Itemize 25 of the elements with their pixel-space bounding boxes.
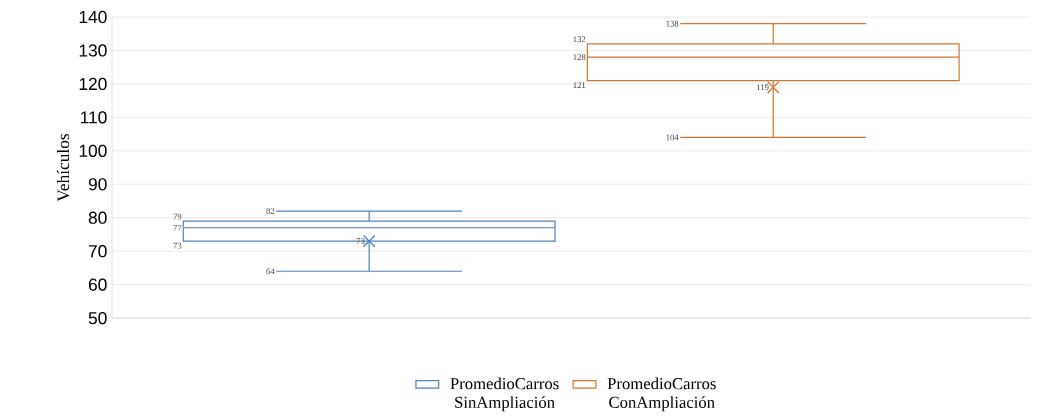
annotation: 138 [666, 20, 679, 27]
annotation: 73 [173, 242, 182, 249]
y-tick-label: 100 [79, 144, 107, 157]
y-tick-label: 110 [81, 111, 107, 124]
y-tick-label: 70 [88, 244, 107, 258]
annotation: 128 [573, 54, 586, 61]
annotation: 79 [173, 213, 182, 220]
y-tick-label: 140 [79, 10, 107, 24]
annotation: 119 [757, 84, 769, 91]
legend-label: PromedioCarros SinAmpliación [450, 377, 559, 412]
annotation: 82 [266, 208, 275, 214]
y-tick-label: 60 [88, 278, 107, 291]
annotation: 73 [356, 238, 365, 244]
legend-label: PromedioCarros ConAmpliación [607, 377, 716, 412]
annotation: 104 [666, 134, 679, 141]
annotation: 132 [573, 36, 586, 43]
y-tick-label: 50 [88, 311, 107, 325]
annotation: 64 [266, 268, 275, 275]
annotation: 77 [173, 224, 182, 231]
y-tick-label: 90 [88, 178, 107, 191]
annotation: 121 [573, 82, 586, 88]
y-axis-title: Vehículos [56, 133, 70, 202]
y-tick-label: 120 [79, 77, 107, 90]
y-tick-label: 80 [88, 211, 107, 224]
y-tick-label: 130 [79, 44, 107, 57]
